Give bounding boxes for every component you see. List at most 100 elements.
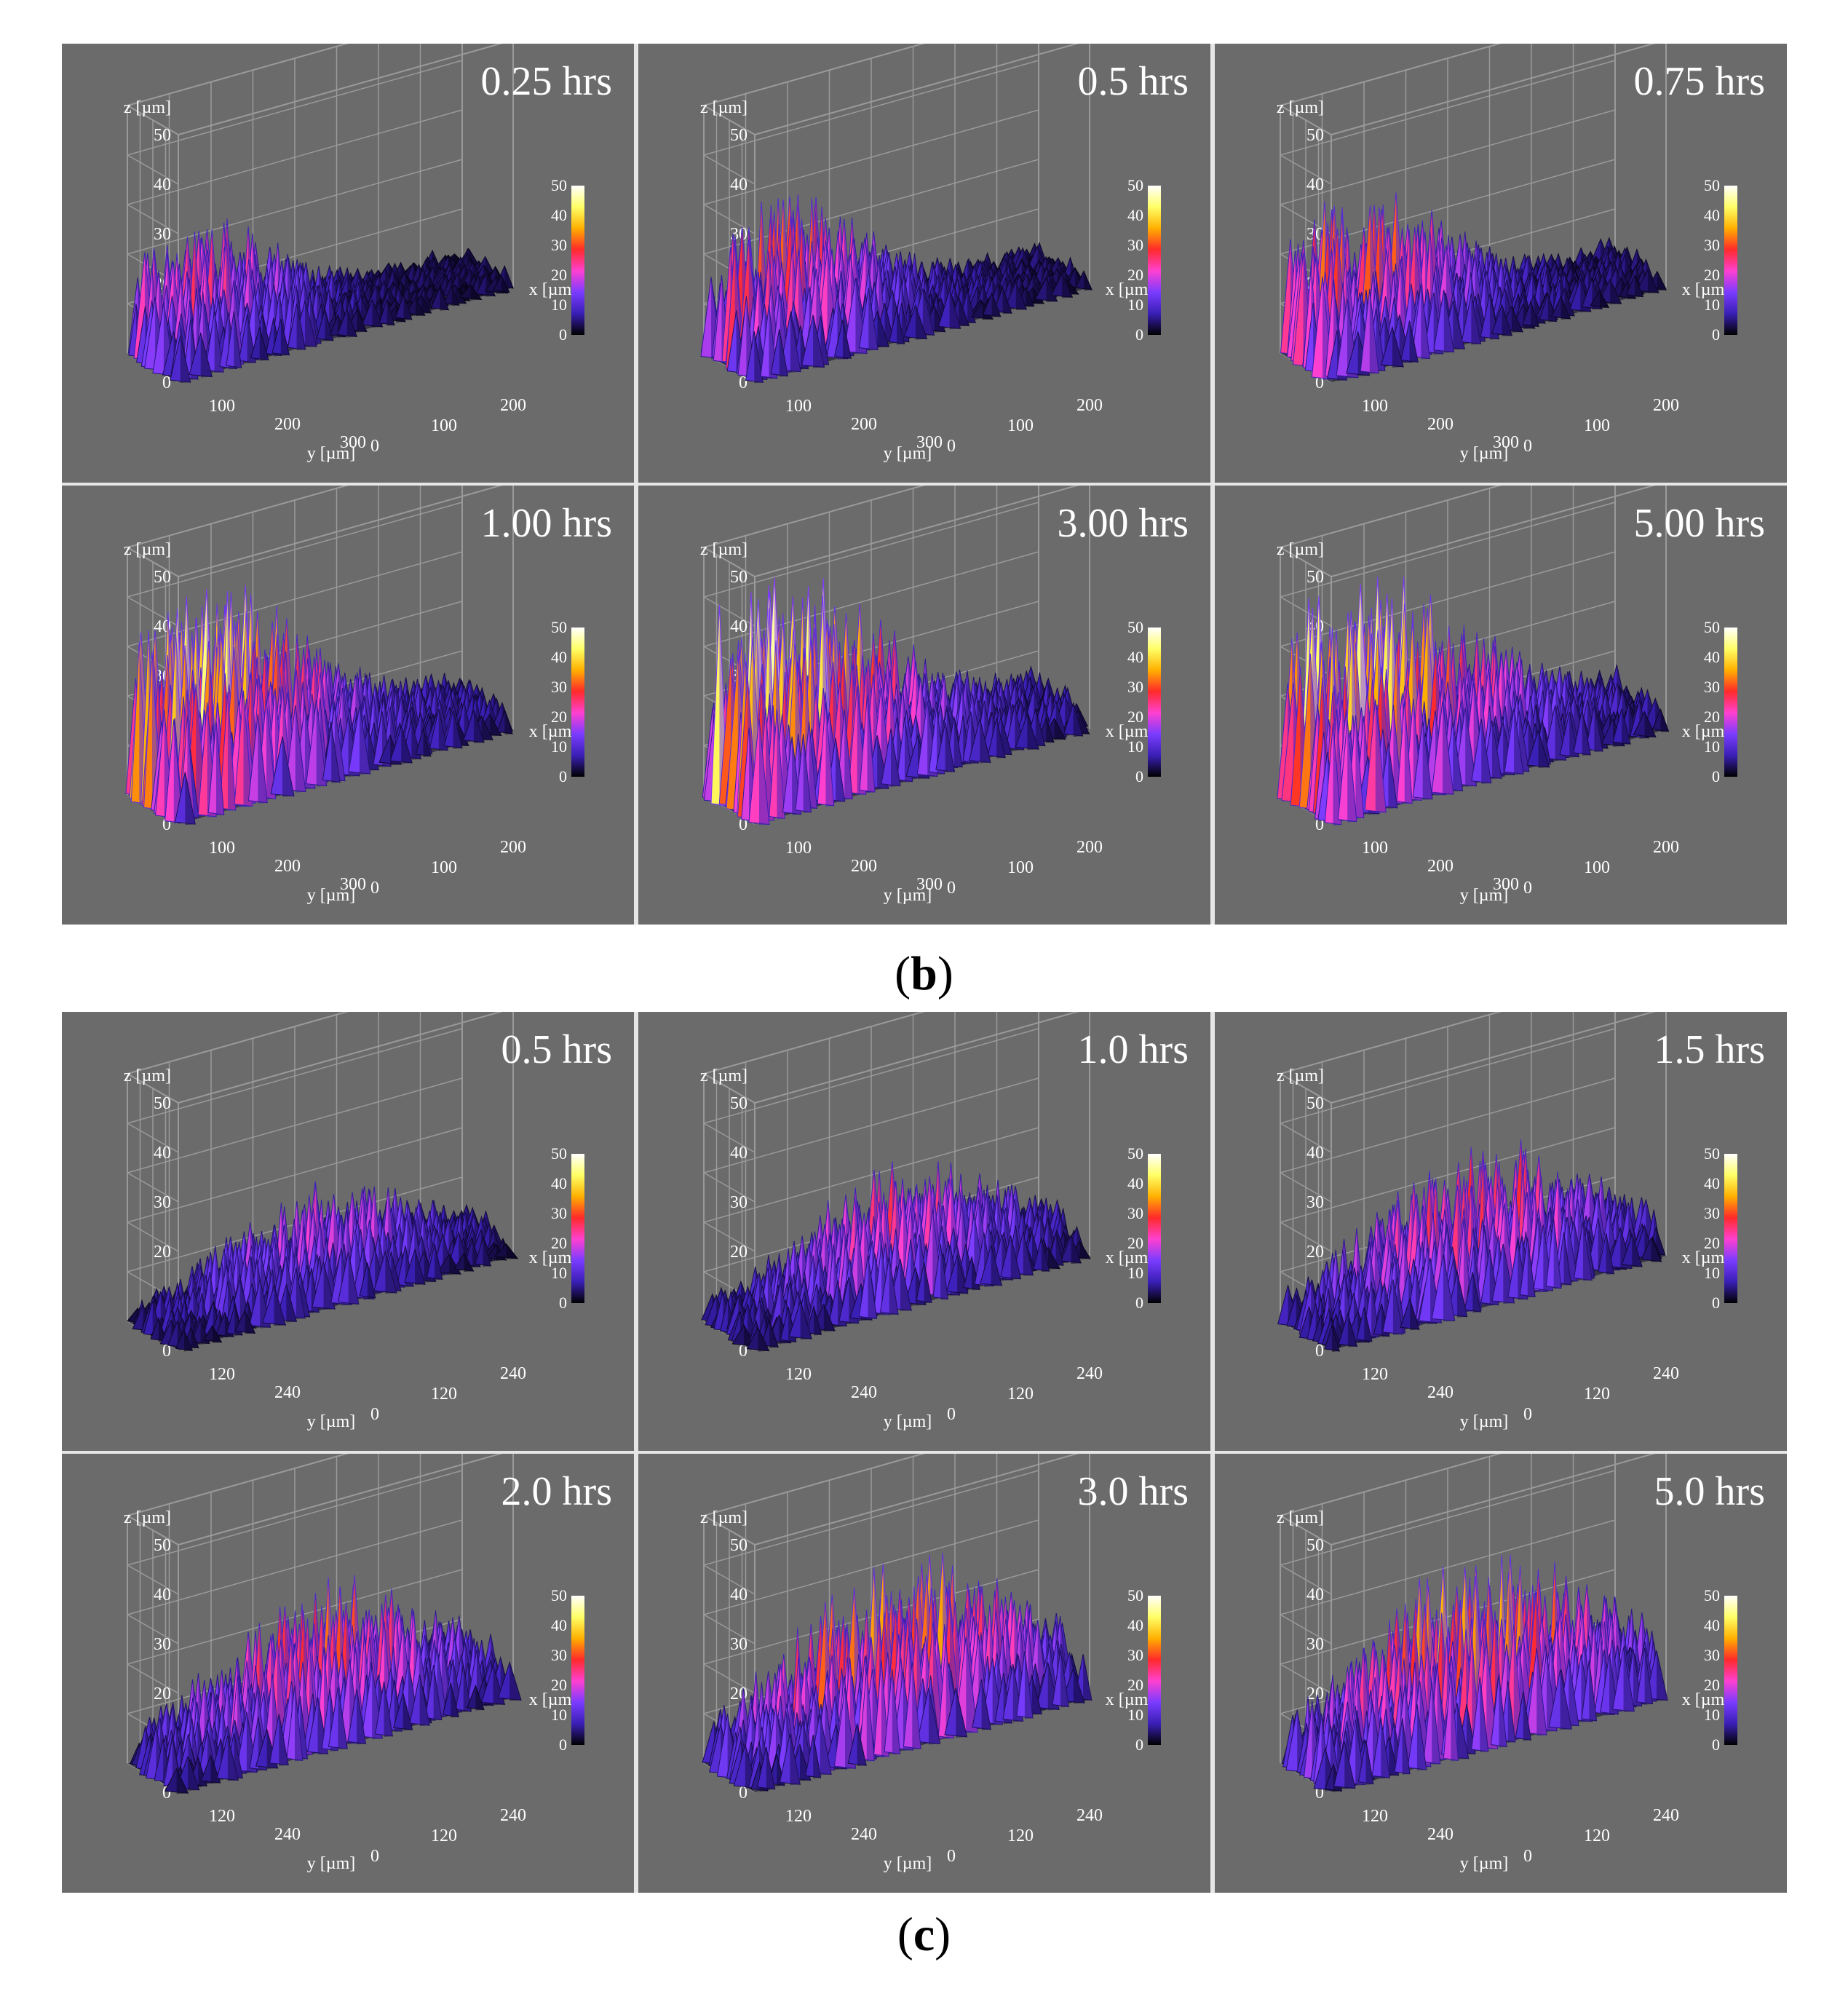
z-tick-label: 40 bbox=[1306, 1144, 1324, 1163]
x-axis-label: x [µm] bbox=[1682, 280, 1730, 299]
colorbar-tick-label: 30 bbox=[1127, 678, 1143, 696]
panel-title: 1.0 hrs bbox=[1078, 1027, 1189, 1072]
z-tick-label: 40 bbox=[1306, 175, 1324, 194]
colorbar-tick-label: 10 bbox=[1127, 296, 1143, 314]
colorbar-tick-label: 50 bbox=[1704, 176, 1720, 194]
colorbar-tick-label: 50 bbox=[1704, 618, 1720, 636]
colorbar-tick-label: 0 bbox=[1135, 325, 1143, 344]
y-tick-label: 300 bbox=[1493, 875, 1519, 894]
colorbar-tick-label: 10 bbox=[1704, 296, 1720, 314]
panel-title: 0.5 hrs bbox=[501, 1027, 612, 1072]
colorbar-tick-label: 0 bbox=[559, 1735, 567, 1754]
colorbar-tick-label: 0 bbox=[1712, 767, 1720, 785]
y-tick-label: 200 bbox=[274, 857, 301, 876]
colorbar-tick-label: 30 bbox=[1704, 678, 1720, 696]
y-tick-label: 300 bbox=[340, 875, 366, 894]
z-tick-label: 50 bbox=[1306, 1536, 1324, 1555]
colorbar-tick-label: 10 bbox=[551, 1706, 567, 1724]
colorbar-tick-label: 20 bbox=[551, 266, 567, 284]
divider-h bbox=[62, 1451, 1787, 1454]
colorbar-tick-label: 20 bbox=[1704, 1234, 1720, 1252]
y-axis-label: y [µm] bbox=[884, 1412, 932, 1431]
colorbar-tick-label: 20 bbox=[1704, 708, 1720, 726]
colorbar-tick-label: 20 bbox=[551, 1676, 567, 1694]
panel-title: 1.00 hrs bbox=[481, 501, 612, 546]
colorbar-tick-label: 20 bbox=[551, 1234, 567, 1252]
colorbar-tick-label: 30 bbox=[1704, 1204, 1720, 1222]
z-axis-label: z [µm] bbox=[124, 540, 171, 559]
caption-b: (b) bbox=[895, 947, 953, 1000]
surface bbox=[127, 1575, 522, 1794]
x-tick-label: 240 bbox=[1653, 1806, 1679, 1825]
y-tick-label: 100 bbox=[785, 839, 812, 858]
z-tick-label: 20 bbox=[154, 1685, 171, 1703]
colorbar-tick-label: 0 bbox=[1135, 767, 1143, 785]
panel-title: 2.0 hrs bbox=[501, 1469, 612, 1514]
panel-title: 0.5 hrs bbox=[1078, 59, 1189, 104]
y-tick-label: 100 bbox=[1362, 839, 1388, 858]
z-tick-label: 30 bbox=[1306, 1635, 1324, 1654]
caption-c: (c) bbox=[897, 1908, 951, 1961]
x-tick-label: 0 bbox=[370, 1405, 379, 1424]
y-tick-label: 100 bbox=[209, 397, 235, 416]
colorbar-tick-label: 20 bbox=[1127, 1676, 1143, 1694]
y-tick-label: 200 bbox=[1427, 415, 1454, 434]
x-axis-label: x [µm] bbox=[1682, 722, 1730, 741]
colorbar-tick-label: 30 bbox=[551, 678, 567, 696]
colorbar-tick-label: 30 bbox=[551, 1646, 567, 1664]
panel-c-2: 0 10 20 30 40 50 z [µm] 120 240 y [µm] 0 120 240 x [µ… bbox=[638, 1012, 1210, 1451]
panel-c-1: 0 10 20 30 40 50 z [µm] 120 240 y [µm] 0 120 240 x [µ… bbox=[62, 1012, 634, 1451]
x-axis-label: x [µm] bbox=[529, 722, 577, 741]
x-axis-label: x [µm] bbox=[1682, 1248, 1730, 1267]
z-axis-label: z [µm] bbox=[1277, 1066, 1324, 1085]
y-tick-label: 100 bbox=[785, 397, 812, 416]
panel-title: 0.75 hrs bbox=[1634, 59, 1765, 104]
colorbar bbox=[1148, 1154, 1161, 1303]
z-tick-label: 20 bbox=[154, 1243, 171, 1262]
panel-title: 3.00 hrs bbox=[1058, 501, 1189, 546]
z-tick-label: 40 bbox=[730, 617, 747, 636]
z-tick-label: 40 bbox=[154, 175, 171, 194]
colorbar-tick-label: 10 bbox=[1704, 1264, 1720, 1282]
x-tick-label: 120 bbox=[1584, 1826, 1610, 1845]
colorbar-tick-label: 30 bbox=[1127, 1646, 1143, 1664]
colorbar bbox=[1724, 186, 1737, 335]
y-tick-label: 120 bbox=[209, 1807, 235, 1826]
z-axis-label: z [µm] bbox=[124, 98, 171, 117]
colorbar-tick-label: 50 bbox=[1127, 176, 1143, 194]
colorbar-tick-label: 40 bbox=[551, 648, 567, 666]
colorbar-tick-label: 50 bbox=[551, 1144, 567, 1163]
colorbar-tick-label: 20 bbox=[1127, 266, 1143, 284]
z-tick-label: 0 bbox=[162, 373, 171, 392]
x-tick-label: 240 bbox=[1076, 1364, 1103, 1383]
colorbar-tick-label: 40 bbox=[1704, 206, 1720, 224]
x-tick-label: 0 bbox=[370, 437, 379, 456]
surface bbox=[1280, 1554, 1668, 1792]
x-axis-label: x [µm] bbox=[1682, 1690, 1730, 1709]
z-tick-label: 40 bbox=[730, 1144, 747, 1163]
z-tick-label: 40 bbox=[1306, 1586, 1324, 1604]
z-tick-label: 50 bbox=[1306, 568, 1324, 587]
colorbar-tick-label: 20 bbox=[1704, 266, 1720, 284]
x-axis-label: x [µm] bbox=[1106, 1690, 1154, 1709]
y-axis-label: y [µm] bbox=[1460, 1412, 1508, 1431]
z-tick-label: 30 bbox=[730, 1635, 747, 1654]
y-tick-label: 120 bbox=[209, 1365, 235, 1384]
x-tick-label: 200 bbox=[1076, 396, 1103, 415]
colorbar-tick-label: 0 bbox=[1712, 1294, 1720, 1312]
x-tick-label: 0 bbox=[1523, 1405, 1532, 1424]
colorbar-tick-label: 0 bbox=[1135, 1294, 1143, 1312]
z-tick-label: 50 bbox=[1306, 126, 1324, 145]
caption-b-letter: b bbox=[911, 947, 937, 1000]
colorbar-tick-label: 40 bbox=[1127, 1174, 1143, 1192]
colorbar-tick-label: 40 bbox=[1704, 1174, 1720, 1192]
colorbar-tick-label: 20 bbox=[1127, 1234, 1143, 1252]
z-tick-label: 40 bbox=[730, 175, 747, 194]
z-tick-label: 50 bbox=[154, 1094, 171, 1113]
panel-c-6: 0 10 20 30 40 50 z [µm] 120 240 y [µm] 0 120 240 x [µ… bbox=[1215, 1454, 1787, 1893]
